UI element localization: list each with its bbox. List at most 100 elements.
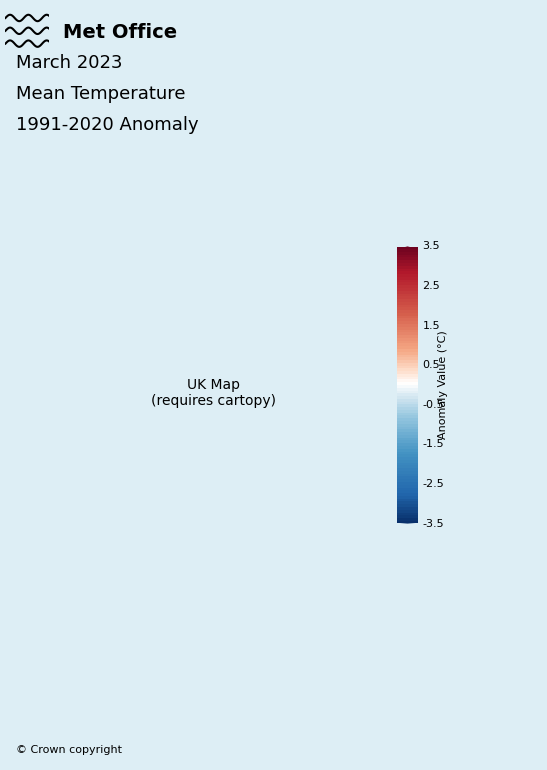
Bar: [397, 444, 418, 446]
Text: 3.5: 3.5: [422, 242, 440, 251]
Bar: [397, 343, 418, 346]
Bar: [397, 299, 418, 302]
Text: -0.5: -0.5: [422, 400, 444, 410]
Bar: [397, 363, 418, 366]
Bar: [397, 479, 418, 482]
Bar: [397, 307, 418, 310]
Bar: [397, 413, 418, 416]
Bar: [397, 477, 418, 479]
Bar: [397, 418, 418, 421]
Bar: [397, 326, 418, 330]
Bar: [397, 421, 418, 424]
Bar: [397, 271, 418, 274]
Bar: [397, 371, 418, 374]
Bar: [397, 465, 418, 468]
Bar: [397, 374, 418, 377]
Text: -3.5: -3.5: [422, 519, 444, 528]
Bar: [397, 260, 418, 263]
Bar: [397, 346, 418, 349]
Bar: [397, 432, 418, 435]
Bar: [397, 424, 418, 427]
Bar: [397, 354, 418, 357]
Bar: [397, 430, 418, 432]
Bar: [397, 340, 418, 343]
Bar: [397, 427, 418, 430]
Bar: [397, 396, 418, 399]
Bar: [397, 313, 418, 316]
Bar: [397, 515, 418, 518]
Bar: [397, 440, 418, 444]
Bar: [397, 471, 418, 474]
Text: 1991-2020 Anomaly: 1991-2020 Anomaly: [16, 116, 199, 133]
Bar: [397, 474, 418, 477]
Bar: [397, 499, 418, 501]
Bar: [397, 382, 418, 385]
Bar: [397, 319, 418, 321]
Bar: [397, 446, 418, 449]
Bar: [397, 501, 418, 504]
Bar: [397, 274, 418, 277]
Bar: [397, 435, 418, 437]
Bar: [397, 377, 418, 380]
Bar: [397, 252, 418, 255]
Bar: [397, 368, 418, 371]
Bar: [397, 285, 418, 288]
Bar: [397, 487, 418, 490]
Text: Anomaly Value (°C): Anomaly Value (°C): [438, 330, 448, 440]
Bar: [397, 269, 418, 271]
Bar: [397, 468, 418, 471]
Bar: [397, 321, 418, 324]
Polygon shape: [397, 521, 418, 523]
Bar: [397, 263, 418, 266]
Bar: [397, 504, 418, 507]
Bar: [397, 349, 418, 352]
Bar: [397, 404, 418, 407]
Bar: [397, 402, 418, 404]
Bar: [397, 266, 418, 269]
Bar: [397, 518, 418, 521]
Bar: [397, 283, 418, 285]
Bar: [397, 485, 418, 487]
Bar: [397, 513, 418, 515]
Bar: [397, 482, 418, 485]
Bar: [397, 352, 418, 354]
Bar: [397, 257, 418, 260]
Bar: [397, 249, 418, 252]
Bar: [397, 454, 418, 457]
Polygon shape: [397, 246, 418, 249]
Bar: [397, 277, 418, 280]
Bar: [397, 296, 418, 299]
Bar: [397, 280, 418, 283]
Bar: [397, 380, 418, 382]
Bar: [397, 507, 418, 510]
Polygon shape: [397, 247, 418, 249]
Bar: [397, 291, 418, 293]
Bar: [397, 330, 418, 333]
Bar: [397, 288, 418, 291]
Bar: [397, 255, 418, 257]
Bar: [397, 510, 418, 513]
Bar: [397, 302, 418, 305]
Bar: [397, 293, 418, 296]
Bar: [397, 496, 418, 499]
Text: -1.5: -1.5: [422, 440, 444, 450]
Bar: [397, 449, 418, 451]
Bar: [397, 324, 418, 326]
Bar: [397, 410, 418, 413]
Text: 2.5: 2.5: [422, 281, 440, 291]
Bar: [397, 399, 418, 402]
Bar: [397, 366, 418, 368]
Bar: [397, 360, 418, 363]
Bar: [397, 310, 418, 313]
Bar: [397, 388, 418, 390]
Text: 1.5: 1.5: [422, 320, 440, 330]
Bar: [397, 385, 418, 388]
Bar: [397, 338, 418, 340]
Polygon shape: [397, 523, 418, 524]
Bar: [397, 357, 418, 360]
Bar: [397, 316, 418, 319]
Bar: [397, 437, 418, 440]
Bar: [397, 416, 418, 418]
Bar: [397, 393, 418, 396]
Text: Mean Temperature: Mean Temperature: [16, 85, 186, 102]
